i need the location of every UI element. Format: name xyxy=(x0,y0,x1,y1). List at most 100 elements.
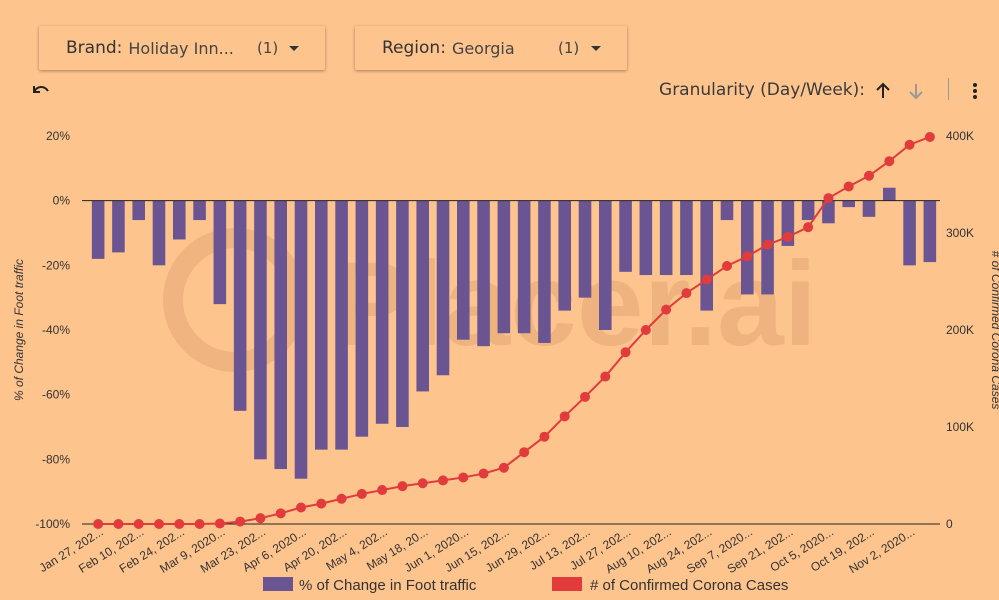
legend-swatch-line xyxy=(552,577,582,591)
bar xyxy=(517,200,531,334)
line-point xyxy=(235,516,246,527)
bar xyxy=(193,200,206,221)
chevron-down-icon[interactable] xyxy=(289,46,299,51)
bar xyxy=(314,200,328,450)
bar xyxy=(416,200,430,392)
bar xyxy=(233,200,247,411)
right-tick-label: 200K xyxy=(946,323,974,337)
line-point xyxy=(296,502,306,513)
line-point xyxy=(438,475,448,486)
bar xyxy=(619,200,632,272)
brand-filter-label: Brand: xyxy=(66,38,123,58)
bar xyxy=(294,200,308,479)
right-tick-label: 100K xyxy=(946,420,974,434)
bar-series xyxy=(91,187,937,479)
left-axis-ticks: 20% 0% -20% -40% -60% -80% -100% xyxy=(35,129,70,531)
undo-icon[interactable] xyxy=(30,81,52,101)
region-filter-count: (1) xyxy=(558,39,580,57)
line-point xyxy=(174,519,185,529)
line-series xyxy=(93,131,935,529)
line-point xyxy=(519,447,530,458)
line-point xyxy=(843,181,854,192)
bar xyxy=(903,200,916,266)
arrow-down-icon[interactable] xyxy=(907,81,925,101)
line-point xyxy=(336,493,347,504)
right-tick-label: 0 xyxy=(946,517,953,531)
bar xyxy=(375,200,389,424)
bar xyxy=(740,200,754,295)
line-point xyxy=(681,288,692,299)
line-point xyxy=(782,231,793,242)
left-tick-label: -60% xyxy=(42,388,70,402)
bar xyxy=(436,200,450,376)
line-point xyxy=(458,472,469,483)
line-point xyxy=(600,371,611,382)
left-tick-label: -20% xyxy=(42,258,70,272)
line-point xyxy=(113,519,124,529)
line-point xyxy=(255,513,266,524)
line-point xyxy=(904,139,915,150)
line-point xyxy=(133,519,144,529)
line-point xyxy=(661,304,672,315)
line-point xyxy=(194,519,205,529)
line-point xyxy=(397,481,408,492)
line-point xyxy=(154,519,164,529)
bar xyxy=(477,200,490,347)
line-point xyxy=(742,251,753,262)
bar xyxy=(578,200,592,298)
line-point xyxy=(640,325,651,335)
bar xyxy=(254,200,267,460)
more-vert-icon[interactable] xyxy=(970,81,980,101)
bar xyxy=(822,200,835,224)
bar xyxy=(538,200,551,343)
bar xyxy=(497,200,511,334)
chart-legend: % of Change in Foot traffic # of Confirm… xyxy=(263,577,788,594)
left-tick-label: -80% xyxy=(42,452,70,466)
line-point xyxy=(924,131,935,142)
line-point xyxy=(580,391,590,402)
bar xyxy=(700,200,714,311)
brand-filter[interactable]: Brand: Holiday Inn... (1) xyxy=(39,26,325,70)
bar xyxy=(112,200,125,253)
line-point xyxy=(417,478,428,489)
line-point xyxy=(823,193,834,204)
bar xyxy=(274,200,288,470)
bar xyxy=(558,200,572,311)
toolbar-divider xyxy=(948,78,949,100)
bar xyxy=(335,200,348,450)
bar xyxy=(639,200,653,276)
line-point xyxy=(864,170,874,181)
line-point xyxy=(356,488,367,499)
left-tick-label: 0% xyxy=(53,194,71,208)
granularity-label: Granularity (Day/Week): xyxy=(659,80,865,100)
bar xyxy=(720,200,734,221)
left-tick-label: -40% xyxy=(42,323,70,337)
chevron-down-icon[interactable] xyxy=(591,46,601,51)
bar xyxy=(882,187,896,201)
legend-label-bars: % of Change in Foot traffic xyxy=(299,577,477,594)
line-point xyxy=(214,518,225,529)
line-point xyxy=(275,508,286,519)
arrow-up-icon[interactable] xyxy=(874,81,892,101)
bar xyxy=(862,200,876,217)
bar xyxy=(456,200,470,340)
bar xyxy=(680,200,693,276)
region-filter[interactable]: Region: Georgia (1) xyxy=(355,26,627,70)
y-axis-right-label: # of Confirmed Corona Cases xyxy=(989,251,999,410)
y-axis-left-label: % of Change in Foot traffic xyxy=(12,259,26,401)
brand-filter-value: Holiday Inn... xyxy=(128,38,234,58)
right-axis-ticks: 400K 300K 200K 100K 0 xyxy=(946,129,974,531)
line-point xyxy=(539,431,550,442)
line-point xyxy=(803,222,814,233)
bar xyxy=(801,200,815,221)
line-point xyxy=(93,519,104,529)
bar xyxy=(842,200,856,208)
legend-label-line: # of Confirmed Corona Cases xyxy=(590,577,788,594)
line-point xyxy=(762,239,773,250)
left-tick-label: -100% xyxy=(35,517,70,531)
line-point xyxy=(498,462,509,473)
bar xyxy=(598,200,612,330)
bar xyxy=(923,200,937,263)
right-tick-label: 300K xyxy=(946,226,974,240)
